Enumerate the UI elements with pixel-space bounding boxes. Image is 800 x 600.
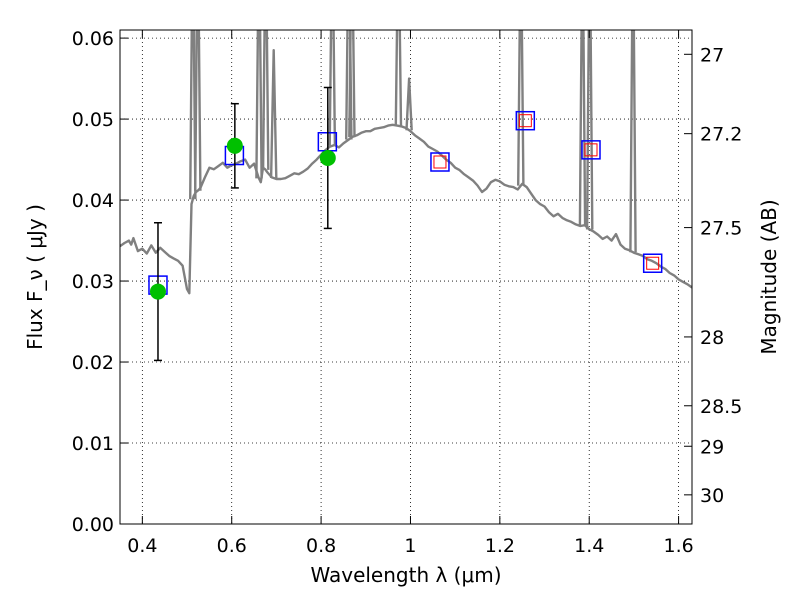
model-photometry-inner xyxy=(433,155,447,169)
emission-line xyxy=(255,30,263,179)
x-tick-label: 1.4 xyxy=(574,535,604,557)
observed-photometry-point xyxy=(319,149,336,166)
emission-line xyxy=(629,30,637,253)
emission-line xyxy=(269,49,278,179)
y-tick-label: 0.06 xyxy=(72,28,114,50)
y-tick-label: 0.01 xyxy=(72,433,114,455)
x-tick-label: 1.2 xyxy=(485,535,515,557)
spectrum-line xyxy=(120,123,692,295)
model-photometry-square xyxy=(581,140,601,160)
emission-line xyxy=(348,30,356,138)
y-tick-label: 0.03 xyxy=(72,271,114,293)
y2-tick-label: 27.5 xyxy=(700,218,742,240)
y-tick-label: 0.05 xyxy=(72,109,114,131)
grid-layer xyxy=(120,30,692,524)
emission-line xyxy=(194,30,202,191)
model-photometry-square xyxy=(515,110,536,131)
emission-line xyxy=(394,30,403,126)
model-photometry-inner xyxy=(518,114,532,128)
x-tick-label: 1.6 xyxy=(663,535,693,557)
spectrum-layer xyxy=(120,30,692,295)
emission-line xyxy=(578,30,587,226)
observed-photometry-point xyxy=(149,283,166,300)
y-tick-label: 0.00 xyxy=(72,514,114,536)
points-layer xyxy=(148,86,663,362)
plot-frame xyxy=(119,29,693,525)
emission-line xyxy=(405,77,413,131)
ticks-layer xyxy=(120,30,692,525)
y2-tick-label: 27 xyxy=(700,44,724,66)
y-tick-label: 0.04 xyxy=(72,190,114,212)
model-photometry-inner xyxy=(646,256,660,270)
emission-line xyxy=(585,30,594,230)
y2-tick-label: 30 xyxy=(700,485,724,507)
model-photometry-square xyxy=(430,152,450,172)
x-tick-label: 0.4 xyxy=(127,535,157,557)
y2-tick-label: 28.5 xyxy=(700,396,742,418)
emission-line xyxy=(189,30,197,200)
labels-layer: 0.4 0.6 0.8 1 1.2 1.4 1.6 0.00 0.01 0.02 0.03 0.04 0… xyxy=(72,28,743,557)
x-tick-label: 1 xyxy=(404,535,416,557)
y2-tick-label: 29 xyxy=(700,436,724,458)
emission-line xyxy=(328,30,337,146)
y2-tick-label: 27.2 xyxy=(700,124,742,146)
model-photometry-square xyxy=(642,253,663,273)
x-tick-label: 0.6 xyxy=(217,535,247,557)
y2-axis-label: Magnitude (AB) xyxy=(757,199,781,354)
emission-line xyxy=(261,30,270,170)
y-axis-label: Flux F_ν ( μJy ) xyxy=(23,204,47,350)
emission-line xyxy=(517,30,525,186)
y2-tick-label: 28 xyxy=(700,327,724,349)
x-axis-label: Wavelength λ (μm) xyxy=(310,563,501,587)
model-photometry-inner xyxy=(584,143,598,157)
x-tick-label: 0.8 xyxy=(306,535,336,557)
observed-photometry-point xyxy=(226,137,243,154)
y-tick-label: 0.02 xyxy=(72,352,114,374)
